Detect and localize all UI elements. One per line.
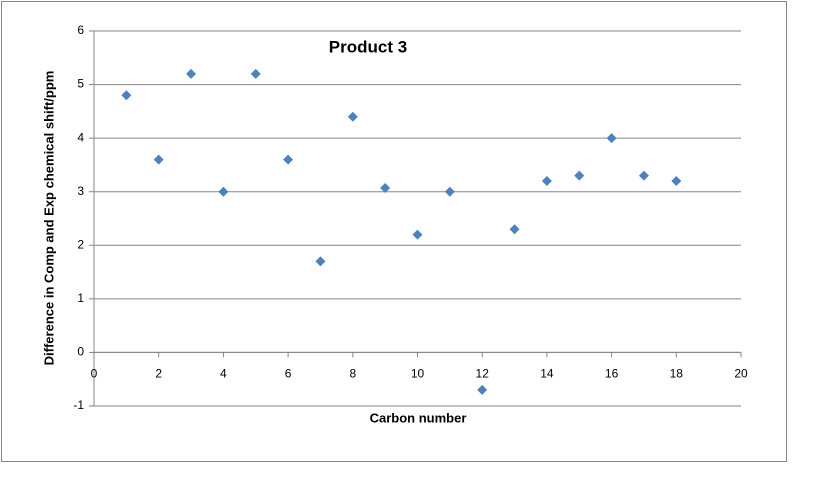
x-tick-label: 14: [540, 367, 554, 381]
point: [541, 176, 552, 186]
x-tick-label: 10: [411, 367, 425, 381]
chart-title: Product 3: [329, 37, 407, 56]
y-tick-label: 4: [77, 130, 84, 144]
x-tick-label: 4: [220, 367, 227, 381]
point: [250, 68, 261, 79]
y-tick-label: 6: [77, 23, 84, 37]
x-tick-label: 12: [476, 367, 490, 381]
point: [315, 256, 326, 267]
chart-border: [1, 1, 787, 462]
point: [186, 68, 197, 79]
point: [606, 133, 617, 144]
x-tick-label: 6: [285, 367, 292, 381]
x-tick-label: 18: [670, 367, 684, 381]
point: [574, 170, 585, 181]
y-tick-label: 3: [77, 184, 84, 198]
point: [412, 229, 423, 240]
point: [121, 90, 132, 101]
y-tick-label: 5: [77, 77, 84, 91]
x-tick-label: 8: [349, 367, 356, 381]
x-tick-label: 0: [91, 367, 98, 381]
point: [638, 170, 649, 181]
point: [153, 154, 164, 165]
point: [671, 176, 682, 186]
x-tick-label: 16: [605, 367, 619, 381]
x-axis-label: Carbon number: [370, 410, 467, 425]
point: [509, 224, 520, 235]
y-tick-label: 0: [77, 345, 84, 359]
point: [283, 154, 294, 165]
point: [444, 186, 455, 197]
y-axis-label: Difference in Comp and Exp chemical shif…: [41, 71, 56, 366]
point: [347, 111, 358, 122]
x-tick-label: 2: [155, 367, 162, 381]
y-tick-label: 2: [77, 237, 84, 251]
y-tick-label: 1: [77, 291, 84, 305]
x-tick-label: 20: [734, 367, 748, 381]
point: [218, 186, 229, 197]
point: [477, 384, 488, 395]
y-tick-label: -1: [73, 398, 84, 412]
point: [380, 182, 391, 193]
